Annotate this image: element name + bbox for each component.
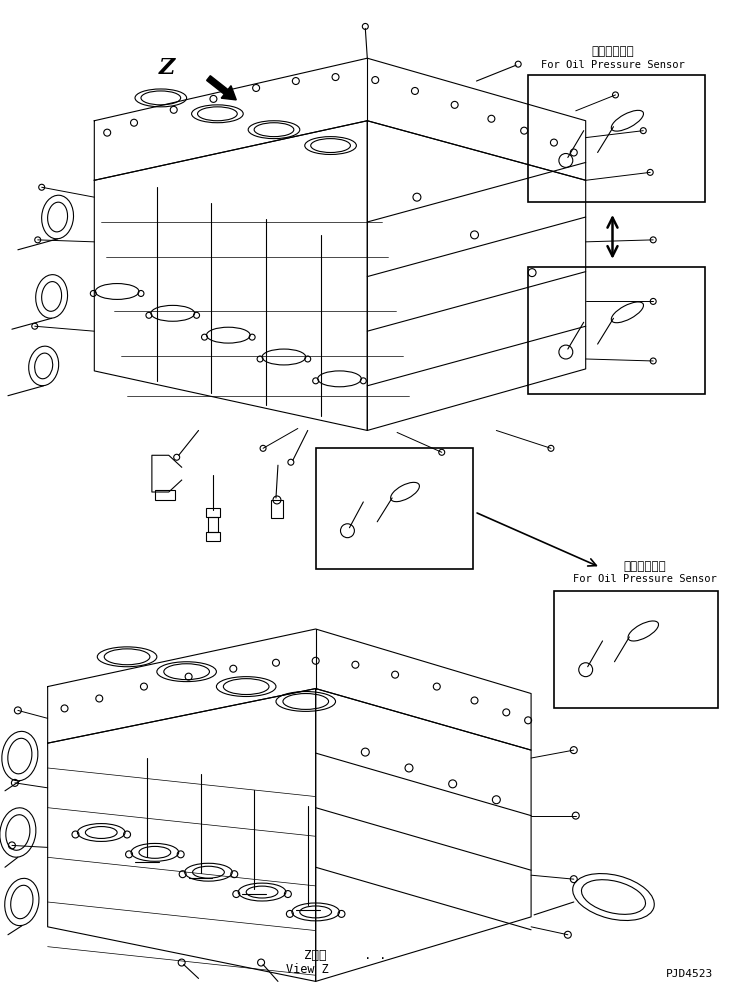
Bar: [206, 531, 220, 540]
Text: 油圧センサ用: 油圧センサ用: [624, 559, 666, 573]
Bar: [528, 266, 705, 393]
Bar: [528, 75, 705, 202]
Bar: [208, 517, 219, 531]
Bar: [271, 500, 283, 518]
Text: Z　視: Z 視: [305, 949, 327, 961]
Text: Z: Z: [159, 57, 175, 79]
Text: For Oil Pressure Sensor: For Oil Pressure Sensor: [573, 575, 717, 585]
Bar: [554, 592, 718, 708]
Text: 油圧センサ用: 油圧センサ用: [591, 45, 634, 58]
Bar: [155, 490, 175, 500]
Text: PJD4523: PJD4523: [666, 968, 713, 978]
Text: . .: . .: [364, 949, 387, 961]
Text: For Oil Pressure Sensor: For Oil Pressure Sensor: [541, 60, 684, 70]
Text: View Z: View Z: [286, 962, 329, 975]
FancyArrow shape: [207, 76, 236, 100]
Bar: [316, 449, 473, 570]
Bar: [206, 508, 220, 517]
